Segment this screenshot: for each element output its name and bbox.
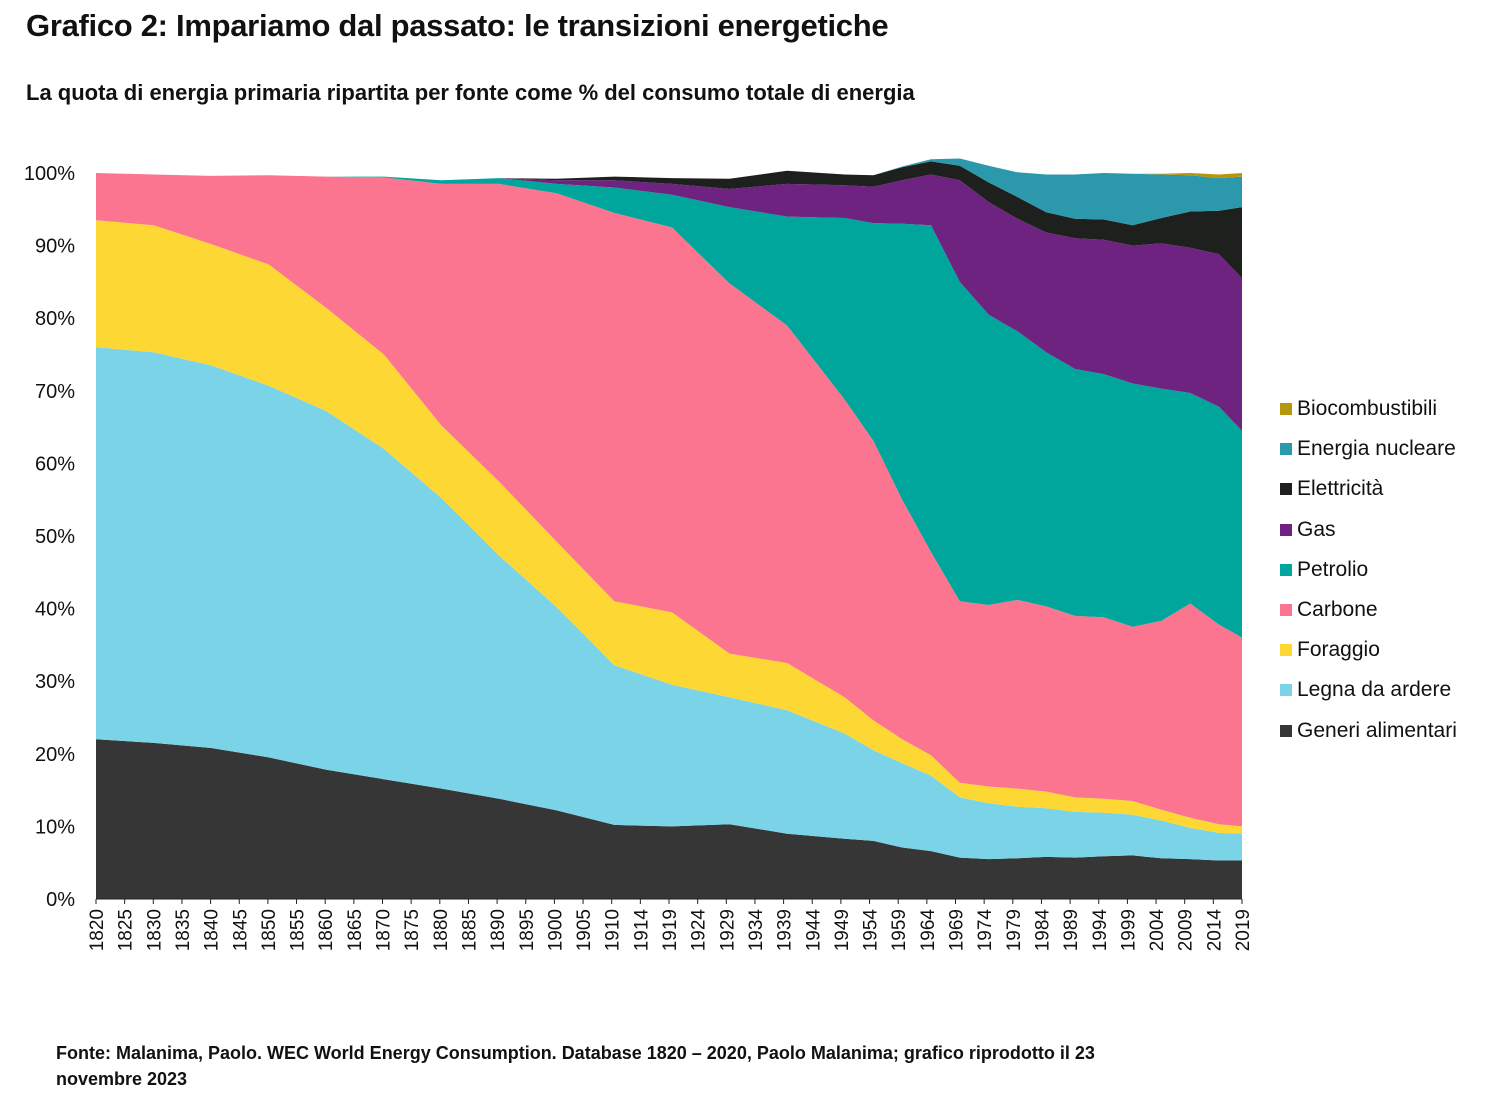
chart-title: Grafico 2: Impariamo dal passato: le tra…: [26, 8, 889, 43]
area-energia-nucleare: [96, 158, 1242, 226]
source-note: Fonte: Malanima, Paolo. WEC World Energy…: [56, 1043, 1095, 1089]
legend-label: Gas: [1297, 517, 1336, 541]
y-tick-label: 50%: [35, 526, 75, 548]
y-tick-label: 100%: [24, 163, 75, 185]
legend-swatch: [1280, 684, 1292, 697]
x-tick-label: 1969: [947, 909, 968, 951]
chart-subtitle: La quota di energia primaria ripartita p…: [26, 80, 915, 105]
x-tick-label: 1890: [488, 909, 509, 951]
x-tick-label: 1929: [717, 909, 738, 951]
legend-item: Biocombustibili: [1280, 389, 1457, 429]
x-tick-label: 1984: [1032, 909, 1053, 952]
legend-label: Biocombustibili: [1297, 397, 1438, 421]
legend-item: Petrolio: [1280, 550, 1457, 590]
axes-layer: 0% 10% 20% 30% 40% 50% 60% 70% 80% 90% 100% 1820 182…: [24, 163, 1254, 951]
y-tick-label: 70%: [35, 381, 75, 403]
x-tick-label: 1974: [975, 909, 996, 952]
legend-swatch: [1280, 523, 1292, 536]
x-tick-label: 1944: [803, 909, 824, 952]
x-tick-label: 1979: [1004, 909, 1025, 951]
x-tick-label: 1934: [746, 909, 767, 952]
x-tick-label: 1860: [316, 909, 337, 951]
x-tick-label: 1820: [87, 909, 108, 951]
x-tick-label: 1850: [259, 909, 280, 951]
legend-swatch: [1280, 724, 1292, 737]
legend-item: Carbone: [1280, 590, 1457, 630]
x-tick-label: 2019: [1233, 909, 1254, 951]
legend-item: Energia nucleare: [1280, 429, 1457, 469]
x-tick-label: 2014: [1204, 909, 1225, 952]
legend-item: Gas: [1280, 510, 1457, 550]
x-tick-label: 2004: [1147, 909, 1168, 952]
legend-swatch: [1280, 483, 1292, 496]
legend-item: Elettricità: [1280, 469, 1457, 509]
x-tick-label: 1900: [545, 909, 566, 951]
y-tick-label: 20%: [35, 744, 75, 766]
x-tick-label: 1875: [402, 909, 423, 951]
y-tick-label: 90%: [35, 236, 75, 258]
area-foraggio: [96, 220, 1242, 834]
x-tick-label: 1964: [918, 909, 939, 952]
x-tick-label: 1835: [173, 909, 194, 951]
x-tick-label: 1999: [1118, 909, 1139, 951]
legend-swatch: [1280, 403, 1292, 416]
x-tick-label: 1954: [861, 909, 882, 952]
x-tick-label: 1895: [517, 909, 538, 951]
x-tick-label: 1994: [1090, 909, 1111, 952]
legend-swatch: [1280, 443, 1292, 456]
x-tick-label: 1855: [288, 909, 309, 951]
area-petrolio: [96, 173, 1242, 638]
legend-swatch: [1280, 604, 1292, 617]
area-gas: [96, 173, 1242, 431]
area-layer: [96, 158, 1242, 899]
y-tick-label: 80%: [35, 308, 75, 330]
legend-label: Petrolio: [1297, 557, 1369, 581]
x-tick-label: 1939: [775, 909, 796, 951]
x-tick-label: 1919: [660, 909, 681, 951]
x-tick-label: 1865: [345, 909, 366, 951]
area-generi-alimentari: [96, 739, 1242, 899]
x-tick-label: 2009: [1176, 909, 1197, 951]
x-tick-label: 1924: [689, 909, 710, 952]
legend-label: Foraggio: [1297, 638, 1380, 662]
x-tick-label: 1949: [832, 909, 853, 951]
legend-item: Generi alimentari: [1280, 711, 1457, 751]
y-tick-label: 60%: [35, 453, 75, 475]
x-tick-label: 1905: [574, 909, 595, 951]
x-tick-label: 1830: [144, 909, 165, 951]
legend-label: Energia nucleare: [1297, 437, 1456, 461]
y-tick-label: 0%: [46, 889, 75, 911]
x-tick-label: 1840: [202, 909, 223, 951]
legend-swatch: [1280, 563, 1292, 576]
x-tick-label: 1880: [431, 909, 452, 951]
x-tick-label: 1959: [889, 909, 910, 951]
legend-item: Legna da ardere: [1280, 670, 1457, 710]
x-tick-label: 1910: [603, 909, 624, 951]
legend-label: Legna da ardere: [1297, 678, 1452, 702]
legend-swatch: [1280, 644, 1292, 657]
y-tick-label: 40%: [35, 599, 75, 621]
x-tick-label: 1989: [1061, 909, 1082, 951]
y-tick-label: 10%: [35, 816, 75, 838]
x-tick-label: 1885: [459, 909, 480, 951]
x-tick-label: 1870: [374, 909, 395, 951]
legend-label: Generi alimentari: [1297, 718, 1457, 742]
x-tick-label: 1845: [230, 909, 251, 951]
x-tick-label: 1914: [631, 909, 652, 952]
chart-legend: Biocombustibili Energia nucleare Elettrici…: [1280, 389, 1457, 751]
area-legna-da-ardere: [96, 347, 1242, 861]
legend-item: Foraggio: [1280, 630, 1457, 670]
area-carbone: [96, 173, 1242, 827]
legend-label: Elettricità: [1297, 477, 1384, 501]
x-tick-label: 1825: [116, 909, 137, 951]
y-tick-label: 30%: [35, 671, 75, 693]
legend-label: Carbone: [1297, 598, 1378, 622]
